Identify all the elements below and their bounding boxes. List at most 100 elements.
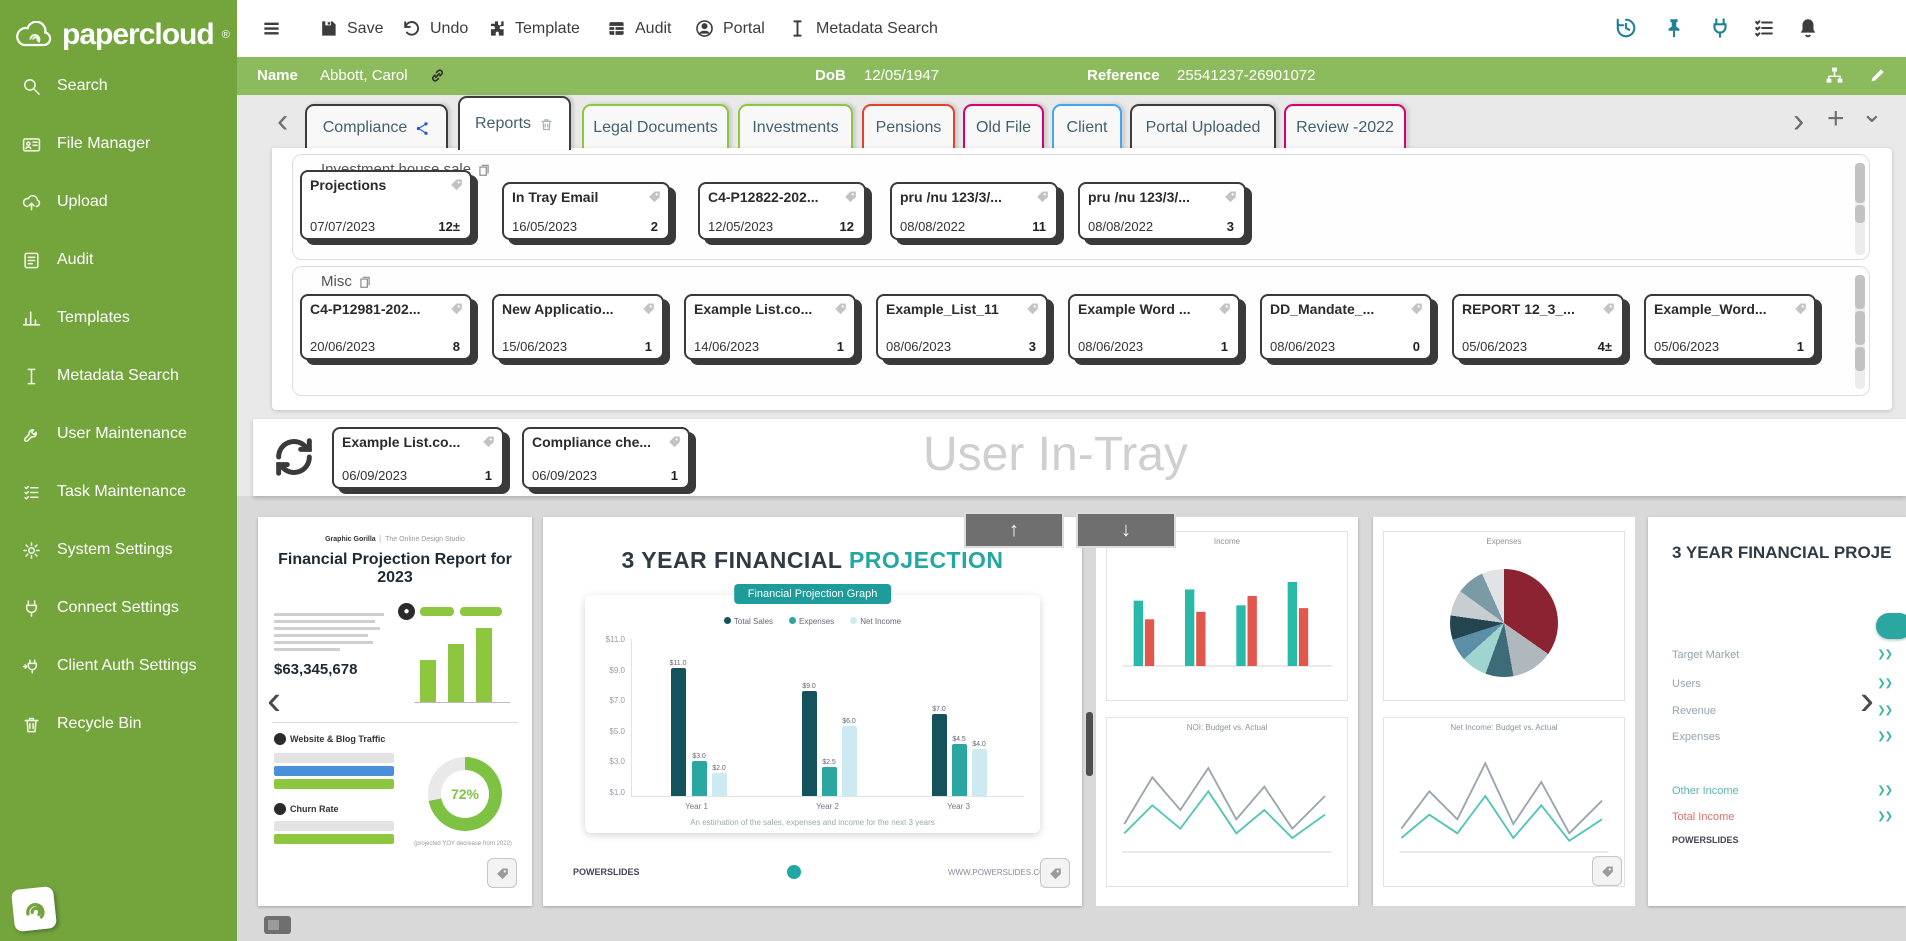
tab-client[interactable]: Client bbox=[1052, 104, 1122, 150]
document-date: 15/06/2023 bbox=[502, 339, 568, 354]
sidebar-item-system-settings[interactable]: System Settings bbox=[0, 527, 237, 573]
arrow-icon: ❯❯ bbox=[1877, 731, 1893, 742]
document-title: Example List.co... bbox=[694, 301, 813, 317]
tabs-scroll-left-button[interactable]: ‹ bbox=[277, 102, 289, 140]
sidebar-item-user-maintenance[interactable]: User Maintenance bbox=[0, 411, 237, 457]
undo-button[interactable]: Undo bbox=[402, 0, 468, 57]
scrollbar-thumb[interactable] bbox=[1855, 205, 1865, 223]
document-card[interactable]: C4-P12981-202... 20/06/2023 8 bbox=[300, 294, 472, 360]
sidebar-item-file-manager[interactable]: File Manager bbox=[0, 121, 237, 167]
document-card[interactable]: New Applicatio... 15/06/2023 1 bbox=[492, 294, 664, 360]
sidebar-item-recycle-bin[interactable]: Recycle Bin bbox=[0, 701, 237, 747]
refresh-icon[interactable] bbox=[271, 434, 317, 480]
notifications-button[interactable] bbox=[1797, 17, 1819, 39]
preview-next-button[interactable]: › bbox=[1860, 676, 1874, 723]
document-title: Example List.co... bbox=[342, 434, 461, 450]
document-card[interactable]: In Tray Email 16/05/2023 2 bbox=[502, 182, 670, 240]
document-title: DD_Mandate_... bbox=[1270, 301, 1375, 317]
bell-icon bbox=[1800, 19, 1816, 38]
scrollbar-thumb[interactable] bbox=[1855, 275, 1865, 309]
document-date: 08/08/2022 bbox=[900, 219, 966, 234]
document-card[interactable]: Example_Word... 05/06/2023 1 bbox=[1644, 294, 1816, 360]
intray-document-card[interactable]: Example List.co... 06/09/2023 1 bbox=[332, 427, 504, 489]
tabs-scroll-right-button[interactable]: › bbox=[1793, 102, 1805, 140]
thumbnail-tag-button[interactable] bbox=[1040, 858, 1070, 888]
document-count: 3 bbox=[1028, 339, 1036, 354]
sidebar-item-templates[interactable]: Templates bbox=[0, 295, 237, 341]
tab-pensions[interactable]: Pensions bbox=[862, 104, 955, 150]
edit-pencil-icon[interactable] bbox=[1869, 66, 1887, 84]
thumbnail-tag-button[interactable] bbox=[487, 858, 517, 888]
metadata-search-button[interactable]: Metadata Search bbox=[788, 0, 938, 57]
checklist-button[interactable] bbox=[1753, 17, 1775, 39]
connect-button[interactable] bbox=[1709, 17, 1731, 39]
thumbnail-tag-button[interactable] bbox=[1592, 856, 1622, 886]
tag-icon bbox=[451, 303, 462, 315]
papercloud-badge[interactable] bbox=[10, 885, 58, 933]
document-title: Example Word ... bbox=[1078, 301, 1191, 317]
link-icon[interactable] bbox=[429, 67, 446, 84]
sidebar-item-metadata-search[interactable]: Metadata Search bbox=[0, 353, 237, 399]
app-logo[interactable]: papercloud ® bbox=[0, 0, 237, 57]
portal-button[interactable]: Portal bbox=[695, 0, 765, 57]
section-scrollbar[interactable] bbox=[1855, 163, 1865, 255]
tag-icon bbox=[483, 436, 494, 448]
document-title: Projections bbox=[310, 177, 387, 193]
sidebar-item-connect-settings[interactable]: Connect Settings bbox=[0, 585, 237, 631]
tabs-dropdown-button[interactable]: ⌄ bbox=[1861, 98, 1883, 128]
scrollbar-thumb[interactable] bbox=[1855, 311, 1865, 345]
history-button[interactable] bbox=[1615, 17, 1637, 39]
scrollbar-thumb[interactable] bbox=[1855, 347, 1865, 371]
page-down-button[interactable]: ↓ bbox=[1076, 512, 1176, 548]
thumb2-footer-dot bbox=[786, 865, 801, 879]
sidebar-item-search[interactable]: Search bbox=[0, 63, 237, 109]
tab-review-2022[interactable]: Review -2022 bbox=[1284, 104, 1406, 150]
document-card[interactable]: REPORT 12_3_... 05/06/2023 4± bbox=[1452, 294, 1624, 360]
page-up-button[interactable]: ↑ bbox=[964, 512, 1064, 548]
tab-compliance[interactable]: Compliance bbox=[305, 104, 448, 150]
sitemap-icon[interactable] bbox=[1825, 66, 1844, 85]
document-card[interactable]: DD_Mandate_... 08/06/2023 0 bbox=[1260, 294, 1432, 360]
preview-page-projection-graph[interactable]: 3 YEAR FINANCIAL PROJECTION Financial Pr… bbox=[543, 517, 1082, 906]
document-card[interactable]: Projections 07/07/2023 12± bbox=[300, 170, 472, 240]
preview-page-financial-report[interactable]: Graphic Gorilla │ The Online Design Stud… bbox=[258, 517, 532, 906]
preview-prev-button[interactable]: ‹ bbox=[267, 676, 281, 723]
document-card[interactable]: C4-P12822-202... 12/05/2023 12 bbox=[698, 182, 866, 240]
add-tab-button[interactable]: + bbox=[1827, 102, 1845, 135]
document-card[interactable]: Example List.co... 14/06/2023 1 bbox=[684, 294, 856, 360]
menu-toggle-button[interactable] bbox=[262, 0, 281, 57]
sidebar-item-label: Connect Settings bbox=[57, 599, 179, 616]
sidebar-item-upload[interactable]: Upload bbox=[0, 179, 237, 225]
sidebar-item-client-auth-settings[interactable]: Client Auth Settings bbox=[0, 643, 237, 689]
document-card[interactable]: pru /nu 123/3/... 08/08/2022 3 bbox=[1078, 182, 1246, 240]
preview-page-projection-table[interactable]: 3 YEAR FINANCIAL PROJE Target Market ❯❯ U… bbox=[1648, 517, 1906, 906]
document-title: pru /nu 123/3/... bbox=[1088, 189, 1190, 205]
intray-document-card[interactable]: Compliance che... 06/09/2023 1 bbox=[522, 427, 690, 489]
section-scrollbar[interactable] bbox=[1855, 275, 1865, 389]
tab-reports[interactable]: Reports bbox=[458, 96, 571, 150]
pin-button[interactable] bbox=[1663, 17, 1685, 39]
save-button[interactable]: Save bbox=[319, 0, 383, 57]
sidebar-item-audit[interactable]: Audit bbox=[0, 237, 237, 283]
preview-scrollbar-thumb[interactable] bbox=[1086, 712, 1093, 776]
preview-page-budget-charts[interactable]: Income NOI: Budget vs. Actual bbox=[1096, 517, 1635, 906]
tab-legal-documents[interactable]: Legal Documents bbox=[582, 104, 729, 150]
document-count: 1 bbox=[836, 339, 844, 354]
thumb2-bar-plot: $11.0 $3.0 $2.0 $9.0 $2.5 $6.0 $7.0 $4.5… bbox=[631, 639, 1024, 797]
sidebar-item-label: Client Auth Settings bbox=[57, 657, 197, 674]
sidebar-item-task-maintenance[interactable]: Task Maintenance bbox=[0, 469, 237, 515]
scrollbar-thumb[interactable] bbox=[1855, 163, 1865, 203]
tab-old-file[interactable]: Old File bbox=[963, 104, 1044, 150]
audit-button[interactable]: Audit bbox=[607, 0, 671, 57]
document-card[interactable]: Example_List_11 08/06/2023 3 bbox=[876, 294, 1048, 360]
document-date: 06/09/2023 bbox=[342, 468, 408, 483]
thumb2-footer: POWERSLIDES WWW.POWERSLIDES.COM bbox=[573, 865, 1052, 879]
thumb4-row: Total Income bbox=[1672, 811, 1735, 823]
tab-portal-uploaded[interactable]: Portal Uploaded bbox=[1130, 104, 1276, 150]
document-card[interactable]: Example Word ... 08/06/2023 1 bbox=[1068, 294, 1240, 360]
document-count: 1 bbox=[644, 339, 652, 354]
page-indicator[interactable] bbox=[264, 916, 291, 934]
tab-investments[interactable]: Investments bbox=[738, 104, 853, 150]
template-button[interactable]: Template bbox=[487, 0, 580, 57]
document-card[interactable]: pru /nu 123/3/... 08/08/2022 11 bbox=[890, 182, 1058, 240]
